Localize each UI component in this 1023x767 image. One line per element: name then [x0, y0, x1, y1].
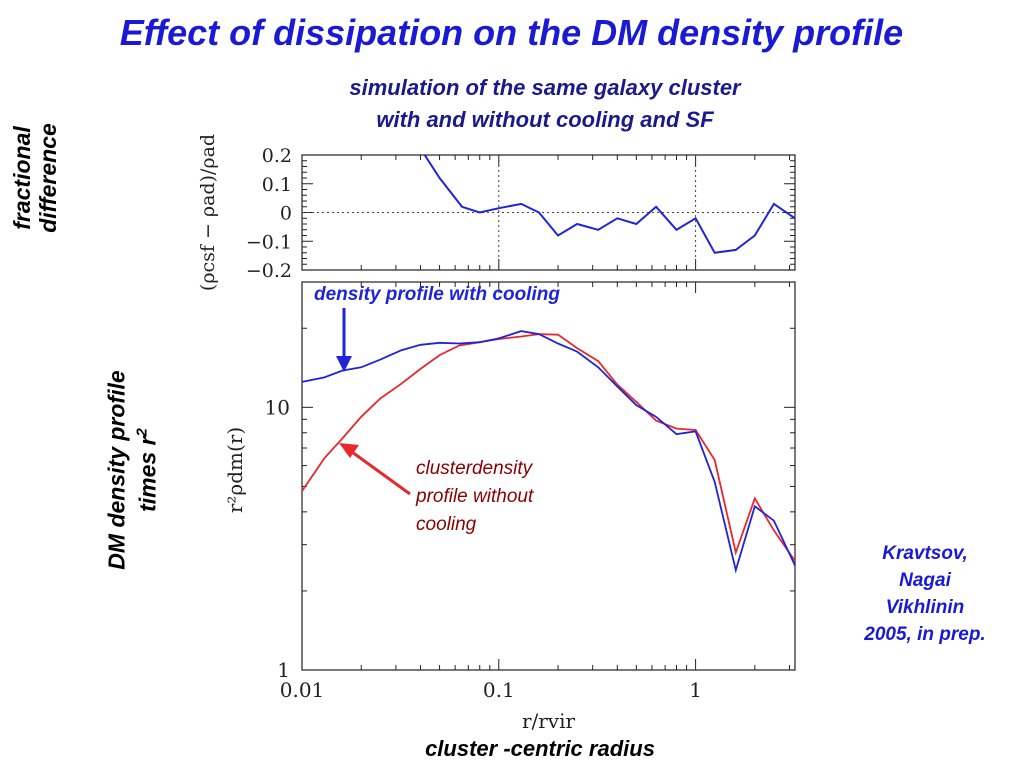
credit-line-1: Kravtsov,	[882, 543, 968, 564]
no-cooling-label-2: profile without	[415, 486, 534, 507]
y-tick-label: 0	[280, 203, 292, 225]
x-tick-label: 0.01	[280, 678, 325, 702]
y-tick-label: 0.2	[262, 145, 292, 167]
annotations: density profile with cooling clusterdens…	[314, 284, 560, 535]
credit-line-2: Nagai	[899, 570, 951, 591]
y-tick-label: 1	[277, 658, 290, 682]
subtitle-line-1: simulation of the same galaxy cluster	[349, 75, 741, 100]
bottom-panel-frame	[301, 281, 796, 671]
top-y-axis-label: (ρcsf − ρad)/ρad	[197, 134, 219, 291]
fractional-difference-line	[423, 154, 796, 254]
x-tick-label: 1	[689, 678, 702, 702]
credit-text: Kravtsov, Nagai Vikhlinin 2005, in prep.	[835, 540, 1015, 648]
no-cooling-arrow-shaft	[351, 450, 411, 496]
y-tick-label: −0.1	[246, 231, 292, 253]
slide-title: Effect of dissipation on the DM density …	[119, 12, 904, 53]
no-cooling-profile-line	[301, 333, 796, 562]
bottom-y-axis-label: r²ρdm(r)	[223, 427, 247, 513]
bottom-x-axis-label: r/rvir	[522, 709, 576, 733]
cooling-label: density profile with cooling	[314, 284, 560, 305]
no-cooling-label-3: cooling	[416, 514, 477, 535]
bottom-axis-caption: cluster -centric radius	[425, 736, 655, 761]
fractional-difference-panel: 0.2 0.1 0 −0.1 −0.2 (ρcsf − ρad)/ρad	[197, 134, 796, 291]
x-tick-label: 0.1	[483, 678, 515, 702]
y-tick-label: −0.2	[246, 260, 292, 282]
slide-subtitle: simulation of the same galaxy cluster wi…	[250, 72, 840, 136]
credit-line-4: 2005, in prep.	[864, 624, 986, 645]
no-cooling-label-1: clusterdensity	[416, 458, 534, 479]
cooling-profile-line	[301, 330, 796, 574]
cooling-arrow-head	[336, 356, 352, 372]
y-tick-label: 10	[265, 395, 290, 419]
credit-line-3: Vikhlinin	[885, 597, 965, 618]
no-cooling-arrow-head	[339, 443, 359, 458]
y-tick-label: 0.1	[262, 174, 292, 196]
subtitle-line-2: with and without cooling and SF	[376, 107, 714, 132]
